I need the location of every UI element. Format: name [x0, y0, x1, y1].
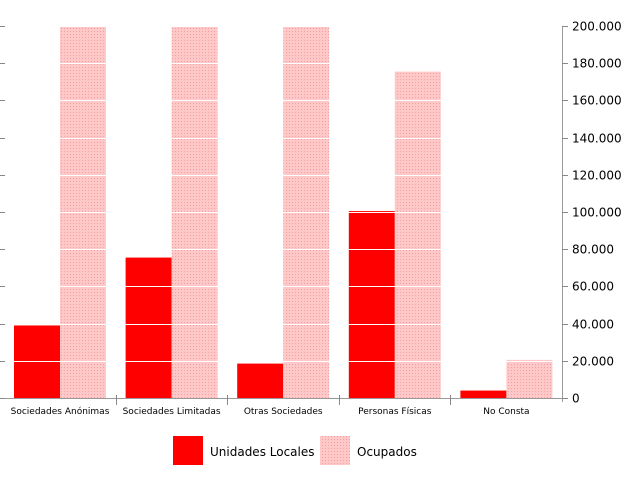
y-tick-label-4: 80.000 [572, 243, 614, 257]
x-tick-label-0: Sociedades Anónimas [11, 406, 110, 417]
bar-ocupados-3 [394, 71, 441, 398]
bar-unidades-locales-3 [348, 211, 395, 398]
y-tick-label-6: 120.000 [572, 169, 622, 183]
bar-unidades-locales-1 [125, 257, 172, 398]
y-tick-label-1: 20.000 [572, 355, 614, 369]
bar-unidades-locales-2 [237, 363, 284, 398]
bar-unidades-locales-4 [460, 390, 507, 398]
x-tick-label-3: Personas Físicas [358, 407, 432, 417]
y-tick-label-5: 100.000 [572, 206, 622, 220]
bar-ocupados-4 [506, 359, 553, 398]
y-tick-label-9: 180.000 [572, 57, 622, 71]
x-tick-label-4: No Consta [483, 407, 529, 417]
legend-label-0: Unidades Locales [210, 445, 315, 459]
legend-swatch-0 [173, 436, 203, 465]
y-tick-label-7: 140.000 [572, 132, 622, 146]
y-tick-label-0: 0 [572, 392, 580, 406]
y-axis: 0 20.000 40.000 60.000 80.000 100.000 120.000 1… [0, 20, 622, 406]
x-tick-label-1: Sociedades Limitadas [123, 407, 221, 417]
y-tick-label-10: 200.000 [572, 20, 622, 34]
y-tick-label-2: 40.000 [572, 318, 614, 332]
x-tick-label-2: Otras Sociedades [244, 407, 323, 417]
legend: Unidades Locales Ocupados [173, 436, 417, 465]
plot-area [4, 26, 562, 398]
x-axis: Sociedades Anónimas Sociedades Limitadas O… [11, 395, 530, 417]
y-tick-label-8: 160.000 [572, 94, 622, 108]
legend-swatch-1 [320, 436, 350, 465]
legend-label-1: Ocupados [357, 445, 417, 459]
y-tick-label-3: 60.000 [572, 280, 614, 294]
